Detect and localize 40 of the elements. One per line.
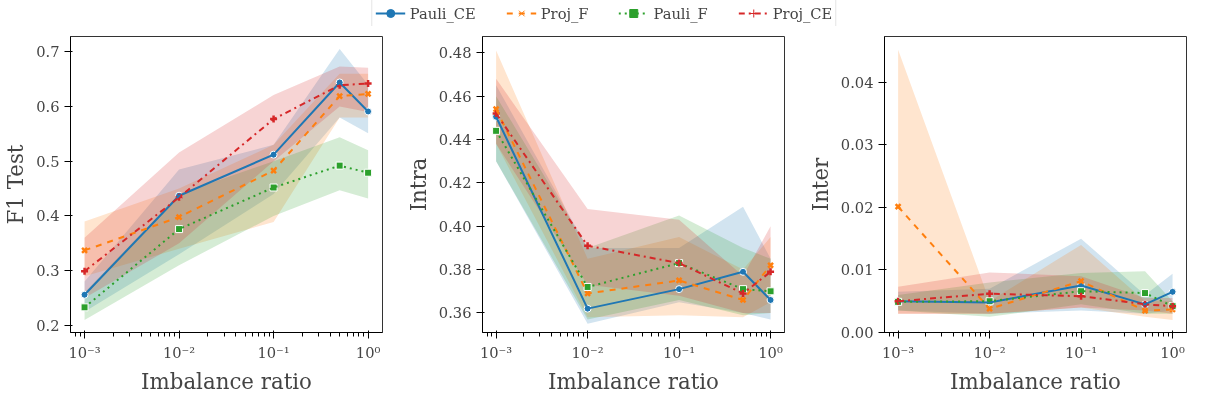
y-tick-label: 0.44	[438, 131, 472, 148]
legend-label: Proj_CE	[772, 4, 833, 22]
y-tick-label: 0.40	[438, 217, 472, 235]
x-axis-title: Imbalance ratio	[141, 368, 312, 394]
x-tick-label: 10⁰	[1160, 343, 1185, 361]
legend-label: Pauli_CE	[409, 4, 476, 22]
x-tick-label: 10⁻¹	[1064, 343, 1098, 361]
y-tick-label: 0.38	[438, 261, 472, 279]
y-tick-label: 0.6	[36, 98, 60, 116]
y-tick-label: 0.4	[36, 207, 60, 225]
x-tick-label: 10⁻³	[68, 343, 101, 361]
y-tick-label: 0.04	[840, 73, 874, 91]
x-tick-label: 10⁻¹	[662, 343, 696, 361]
legend-label: Pauli_F	[653, 4, 708, 22]
x-tick-label: 10⁰	[355, 343, 381, 361]
y-tick-label: 0.46	[438, 87, 472, 105]
x-tick-label: 10⁻²	[571, 343, 604, 361]
x-axis-title: Imbalance ratio	[548, 368, 719, 394]
x-tick-label: 10⁻²	[162, 343, 196, 361]
x-axis-title: Imbalance ratio	[950, 368, 1121, 394]
x-tick-label: 10⁻³	[881, 343, 915, 361]
x-tick-label: 10⁻¹	[257, 343, 290, 361]
y-tick-label: 0.48	[438, 44, 472, 62]
y-tick-label: 0.3	[36, 262, 60, 280]
y-axis-title: F1 Test	[3, 144, 29, 225]
y-tick-label: 0.02	[840, 198, 874, 216]
y-axis-title: Intra	[405, 157, 431, 212]
x-tick-label: 10⁻³	[479, 343, 513, 361]
y-tick-label: 0.2	[36, 316, 60, 334]
legend-label: Proj_F	[540, 4, 589, 22]
y-tick-label: 0.01	[840, 261, 874, 279]
y-tick-label: 0.36	[438, 304, 472, 322]
y-tick-label: 0.42	[438, 174, 472, 192]
x-tick-label: 10⁰	[758, 343, 783, 361]
y-tick-label: 0.5	[36, 152, 60, 170]
y-tick-label: 0.00	[840, 324, 874, 341]
y-tick-label: 0.03	[840, 136, 874, 154]
y-tick-label: 0.7	[36, 43, 60, 61]
x-tick-label: 10⁻²	[973, 343, 1006, 361]
y-axis-title: Inter	[807, 156, 833, 212]
